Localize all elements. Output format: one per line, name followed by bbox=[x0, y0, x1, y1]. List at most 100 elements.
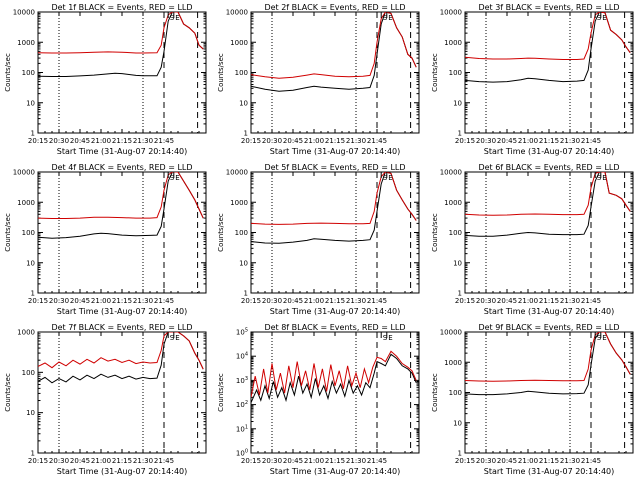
y-tick-label: 102 bbox=[236, 400, 248, 409]
y-tick-label: 1 bbox=[244, 130, 248, 138]
y-axis-label: Counts/sec bbox=[4, 373, 12, 412]
y-tick-label: 100 bbox=[22, 69, 35, 77]
y-axis-label: Counts/sec bbox=[431, 373, 439, 412]
x-tick-label: 21:45 bbox=[154, 297, 174, 305]
y-axis-label: Counts/sec bbox=[217, 213, 225, 252]
y-tick-label: 1 bbox=[458, 450, 462, 458]
x-tick-label: 20:15 bbox=[241, 137, 261, 145]
series-red-line bbox=[465, 12, 631, 60]
x-tick-label: 20:15 bbox=[241, 457, 261, 465]
x-tick-label: 20:45 bbox=[497, 137, 517, 145]
x-tick-label: 21:30 bbox=[560, 457, 580, 465]
series-black-line bbox=[465, 12, 631, 83]
y-tick-label: 1 bbox=[458, 290, 462, 298]
x-tick-label: 20:15 bbox=[28, 297, 48, 305]
panel-title: Det 7f BLACK = Events, RED = LLD bbox=[51, 323, 192, 332]
marker-e-label: E bbox=[388, 334, 392, 342]
x-tick-label: 21:45 bbox=[154, 137, 174, 145]
x-tick-label: 20:30 bbox=[262, 297, 282, 305]
marker-e-label: E bbox=[602, 174, 606, 182]
y-tick-label: 1000 bbox=[444, 199, 462, 207]
y-tick-label: 105 bbox=[236, 328, 248, 337]
x-tick-label: 20:15 bbox=[455, 137, 475, 145]
y-tick-label: 10000 bbox=[226, 9, 248, 17]
panel-det-3: Det 3f BLACK = Events, RED = LLD Counts/s… bbox=[431, 3, 634, 156]
y-axis-label: Counts/sec bbox=[217, 373, 225, 412]
y-tick-label: 10 bbox=[239, 259, 248, 267]
marker-s-label: S bbox=[597, 174, 602, 182]
marker-s-label: S bbox=[383, 174, 388, 182]
series-red-line bbox=[465, 172, 631, 216]
panel-det-8: Det 8f BLACK = Events, RED = LLD Counts/s… bbox=[217, 323, 420, 476]
y-tick-label: 103 bbox=[236, 376, 248, 385]
x-tick-label: 21:15 bbox=[539, 297, 559, 305]
x-tick-label: 21:15 bbox=[112, 137, 132, 145]
marker-s-label: S bbox=[170, 334, 175, 342]
x-tick-label: 20:45 bbox=[283, 137, 303, 145]
y-tick-label: 10000 bbox=[13, 9, 35, 17]
y-tick-label: 10 bbox=[26, 259, 35, 267]
x-axis-label: Start Time (31-Aug-07 20:14:40) bbox=[57, 467, 188, 476]
x-tick-label: 21:30 bbox=[133, 137, 153, 145]
marker-e-label: E bbox=[602, 14, 606, 22]
plot-frame bbox=[464, 11, 634, 134]
panel-title: Det 8f BLACK = Events, RED = LLD bbox=[264, 323, 405, 332]
x-tick-label: 20:30 bbox=[49, 457, 69, 465]
panel-title: Det 1f BLACK = Events, RED = LLD bbox=[51, 3, 192, 12]
y-tick-label: 10 bbox=[453, 99, 462, 107]
x-tick-label: 21:45 bbox=[581, 137, 601, 145]
x-axis-label: Start Time (31-Aug-07 20:14:40) bbox=[270, 307, 401, 316]
y-tick-label: 1 bbox=[458, 130, 462, 138]
y-axis-label: Counts/sec bbox=[4, 213, 12, 252]
y-tick-label: 10000 bbox=[440, 9, 462, 17]
panel-title: Det 6f BLACK = Events, RED = LLD bbox=[478, 163, 619, 172]
x-axis-label: Start Time (31-Aug-07 20:14:40) bbox=[270, 467, 401, 476]
y-tick-label: 10000 bbox=[226, 169, 248, 177]
y-tick-label: 1000 bbox=[230, 39, 248, 47]
y-tick-label: 10 bbox=[239, 99, 248, 107]
x-tick-label: 20:45 bbox=[70, 137, 90, 145]
y-tick-label: 100 bbox=[449, 229, 462, 237]
y-axis-label: Counts/sec bbox=[431, 213, 439, 252]
x-tick-label: 20:15 bbox=[28, 457, 48, 465]
x-tick-label: 21:15 bbox=[325, 457, 345, 465]
series-red-line bbox=[465, 332, 631, 382]
y-tick-label: 10000 bbox=[440, 169, 462, 177]
x-tick-label: 21:30 bbox=[346, 457, 366, 465]
series-red-line bbox=[38, 12, 204, 54]
panel-det-5: Det 5f BLACK = Events, RED = LLD Counts/s… bbox=[217, 163, 420, 316]
panel-det-2: Det 2f BLACK = Events, RED = LLD Counts/s… bbox=[217, 3, 420, 156]
panel-det-1: Det 1f BLACK = Events, RED = LLD Counts/s… bbox=[4, 3, 207, 156]
y-tick-label: 100 bbox=[22, 229, 35, 237]
plot-frame bbox=[37, 11, 207, 134]
series-black-line bbox=[251, 12, 417, 92]
series-red-line bbox=[251, 172, 417, 225]
x-tick-label: 21:15 bbox=[325, 297, 345, 305]
x-tick-label: 20:45 bbox=[497, 457, 517, 465]
x-tick-label: 20:45 bbox=[497, 297, 517, 305]
x-tick-label: 20:45 bbox=[283, 297, 303, 305]
series-red-line bbox=[38, 172, 204, 219]
x-tick-label: 21:00 bbox=[518, 457, 538, 465]
x-tick-label: 21:15 bbox=[112, 457, 132, 465]
y-tick-label: 1 bbox=[31, 130, 35, 138]
plot-frame bbox=[250, 11, 420, 134]
series-black-line bbox=[251, 353, 417, 403]
y-tick-label: 101 bbox=[236, 424, 248, 433]
series-red-line bbox=[251, 350, 417, 398]
x-axis-label: Start Time (31-Aug-07 20:14:40) bbox=[484, 147, 615, 156]
panel-det-4: Det 4f BLACK = Events, RED = LLD Counts/s… bbox=[4, 163, 207, 316]
plot-frame bbox=[37, 331, 207, 454]
x-tick-label: 21:45 bbox=[367, 457, 387, 465]
x-tick-label: 20:15 bbox=[455, 457, 475, 465]
x-tick-label: 20:45 bbox=[70, 457, 90, 465]
x-tick-label: 21:45 bbox=[581, 457, 601, 465]
y-tick-label: 100 bbox=[236, 449, 248, 458]
x-tick-label: 21:30 bbox=[133, 297, 153, 305]
y-tick-label: 1 bbox=[244, 290, 248, 298]
marker-s-label: S bbox=[383, 14, 388, 22]
x-tick-label: 21:15 bbox=[325, 137, 345, 145]
y-tick-label: 100 bbox=[235, 229, 248, 237]
x-tick-label: 20:30 bbox=[262, 457, 282, 465]
x-tick-label: 21:00 bbox=[304, 297, 324, 305]
